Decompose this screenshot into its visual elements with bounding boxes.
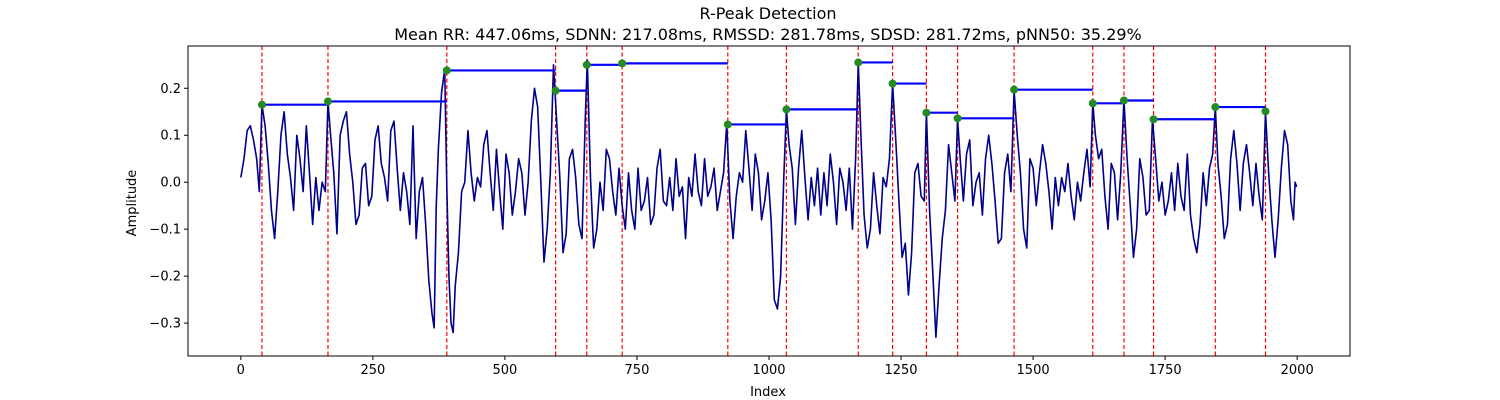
y-tick-label-3: 0.0	[160, 176, 181, 191]
peak-marker-4	[551, 86, 560, 95]
peak-marker-15	[1119, 96, 1128, 105]
y-tick-label-2: −0.1	[149, 223, 181, 238]
peak-marker-1	[257, 100, 266, 109]
peak-marker-10	[888, 79, 897, 88]
peak-marker-13	[1010, 85, 1019, 94]
chart-subtitle: Mean RR: 447.06ms, SDNN: 217.08ms, RMSSD…	[394, 25, 1142, 44]
peak-marker-14	[1088, 99, 1097, 108]
x-tick-label-2: 500	[492, 363, 517, 378]
peak-marker-16	[1149, 115, 1158, 124]
y-axis-label: Amplitude	[125, 170, 140, 237]
plot-area	[240, 46, 1298, 356]
x-tick-label-8: 2000	[1281, 363, 1314, 378]
plot-content	[240, 46, 1298, 356]
peak-marker-17	[1211, 103, 1220, 112]
x-tick-label-6: 1500	[1017, 363, 1050, 378]
peak-marker-2	[323, 97, 332, 106]
y-axis-ticks: −0.3 −0.2 −0.1 0.0 0.1 0.2	[149, 82, 188, 332]
peak-marker-9	[854, 58, 863, 67]
y-tick-label-4: 0.1	[160, 129, 181, 144]
peak-marker-5	[582, 60, 591, 69]
peak-marker-7	[723, 120, 732, 129]
x-tick-label-4: 1000	[752, 363, 785, 378]
x-axis-ticks: 0 250 500 750 1000 1250 1500 1750 2000	[237, 356, 1314, 378]
x-tick-label-3: 750	[625, 363, 650, 378]
x-axis-label: Index	[750, 385, 786, 400]
x-tick-label-0: 0	[237, 363, 245, 378]
peak-marker-6	[618, 59, 627, 68]
peak-marker-12	[953, 114, 962, 123]
peak-marker-8	[782, 105, 791, 114]
x-tick-label-1: 250	[360, 363, 385, 378]
y-tick-label-5: 0.2	[160, 82, 181, 97]
peak-marker-11	[922, 108, 931, 117]
ecg-signal-line	[240, 59, 1298, 339]
peak-marker-3	[442, 66, 451, 75]
y-tick-label-1: −0.2	[149, 270, 181, 285]
peak-marker-18	[1261, 107, 1270, 116]
y-tick-label-0: −0.3	[149, 317, 181, 332]
x-tick-label-7: 1750	[1149, 363, 1182, 378]
chart-title: R-Peak Detection	[699, 4, 836, 23]
x-tick-label-5: 1250	[884, 363, 917, 378]
